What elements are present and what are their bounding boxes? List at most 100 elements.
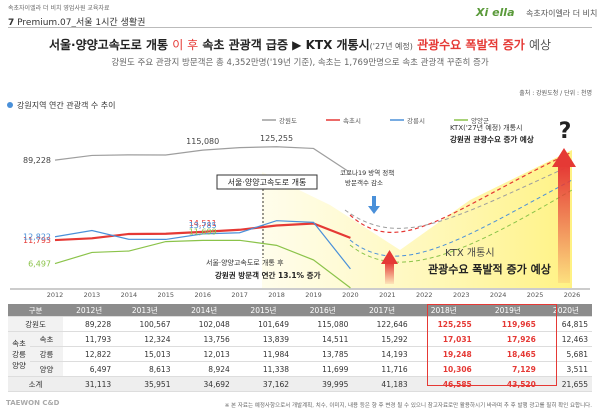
- hl: 서울·양양고속도로 개통: [48, 38, 169, 52]
- table-cell: 12,822: [63, 346, 116, 362]
- divider: [8, 27, 592, 28]
- data-label: 125,255: [260, 134, 293, 143]
- table-cell: 64,815: [539, 316, 592, 332]
- x-tick-label: 2016: [194, 291, 211, 299]
- legend-label: 속초시: [343, 117, 361, 125]
- arrow: [368, 196, 380, 214]
- table-cell: 122,646: [352, 316, 412, 332]
- table-cell: 101,649: [233, 316, 294, 332]
- table-cell: 12,324: [115, 331, 175, 347]
- table-cell: 2017년: [352, 304, 412, 317]
- hl: 이 후: [172, 38, 199, 52]
- subline: 강원도 주요 관광지 방문객은 총 4,352만명('19년 기준), 속초는 …: [111, 58, 489, 68]
- table-cell: 8,924: [174, 361, 234, 377]
- table-cell: 21,655: [539, 376, 592, 392]
- x-tick-label: 2022: [416, 291, 433, 299]
- section-title: Premium.07_서울 1시간 생활권: [17, 18, 146, 28]
- legend-label: 강릉시: [407, 116, 425, 125]
- series-line: [54, 239, 351, 289]
- arrow-head: [381, 250, 398, 264]
- table-cell: 6,497: [63, 361, 116, 377]
- annotation: KTX 개통시: [445, 247, 495, 259]
- table-cell: 100,567: [115, 316, 175, 332]
- table-cell: 31,113: [63, 376, 116, 392]
- projection: [344, 164, 573, 229]
- table-cell: 구분: [8, 304, 64, 317]
- annotation-box: [216, 174, 318, 190]
- section: 7 Premium.07_서울 1시간 생활권: [8, 15, 145, 28]
- x-tick-label: 2018: [268, 291, 285, 299]
- table-cell: 2015년: [233, 304, 294, 317]
- source: 출처 : 강원도청 / 단위 : 천명: [519, 90, 592, 97]
- table-cell: 17,926: [475, 331, 540, 347]
- table-cell: 속초 강릉 양양: [8, 331, 30, 377]
- hl: 예상: [528, 38, 552, 52]
- series-line: [54, 222, 351, 242]
- table-cell: 2020년: [539, 304, 592, 317]
- table-cell: 강릉: [30, 346, 64, 362]
- arrow-head: [552, 148, 576, 167]
- x-tick-label: 2014: [121, 291, 138, 299]
- data-label: 13,785: [189, 221, 217, 230]
- table-cell: 12,463: [539, 331, 592, 347]
- x-tick-label: 2017: [231, 291, 248, 299]
- x-tick-label: 2024: [490, 291, 507, 299]
- table-cell: 11,716: [352, 361, 412, 377]
- table-cell: 15,013: [115, 346, 175, 362]
- table-cell: 2019년: [475, 304, 540, 317]
- table-cell: 43,520: [475, 376, 540, 392]
- table-cell: 34,692: [174, 376, 234, 392]
- x-tick-label: 2015: [158, 291, 175, 299]
- x-tick-label: 2021: [379, 291, 396, 299]
- table-row: 소계 31,113 35,951 34,692 37,162 39,995 41,183 46…: [8, 376, 592, 392]
- table-cell: 11,699: [293, 361, 353, 377]
- table-cell: 11,984: [233, 346, 294, 362]
- table-cell: 14,193: [352, 346, 412, 362]
- x-tick-label: 2023: [453, 291, 470, 299]
- highlight-box: [427, 304, 557, 386]
- table-cell: 속초: [30, 331, 64, 347]
- projection: [349, 179, 573, 257]
- table-cell: 소계: [8, 376, 64, 392]
- annotation: 방문객수 감소: [345, 178, 383, 187]
- table-cell: 18,465: [475, 346, 540, 362]
- x-tick-label: 2013: [84, 291, 101, 299]
- logo: Xi ella: [476, 6, 515, 19]
- legend-label: 양양군: [471, 117, 489, 125]
- data-label: 11,699: [189, 227, 217, 236]
- data-label: 89,228: [23, 156, 51, 165]
- doc-label: 속초자이엘라 더 비치 영업사원 교육자료: [8, 5, 110, 12]
- highlight-area: [262, 150, 572, 288]
- table-cell: 2016년: [293, 304, 353, 317]
- annotation: 코로나19 방역 정책: [340, 168, 394, 177]
- table-row: 강원도 89,228 100,567 102,048 101,649 115,080 122…: [8, 316, 592, 332]
- arrow: [558, 165, 570, 283]
- table-cell: 14,511: [293, 331, 353, 347]
- table-cell: 3,511: [539, 361, 592, 377]
- data-label: 6,497: [28, 260, 51, 269]
- table-cell: 119,965: [475, 316, 540, 332]
- table-cell: 2014년: [174, 304, 234, 317]
- series-line: [54, 220, 351, 270]
- data-label: 115,080: [186, 137, 219, 146]
- hl: 관광수요 폭발적 증가: [417, 38, 525, 52]
- data-label: 14,511: [189, 219, 217, 228]
- annotation: 서울·양양고속도로 개통: [228, 177, 307, 187]
- table-cell: 2012년: [63, 304, 116, 317]
- table-cell: 13,756: [174, 331, 234, 347]
- table-cell: 12,013: [174, 346, 234, 362]
- table-cell: 2013년: [115, 304, 175, 317]
- table-cell: 39,995: [293, 376, 353, 392]
- annotation: 관광수요 폭발적 증가 예상: [428, 262, 551, 276]
- annotation: ?: [559, 119, 572, 144]
- annotation: 서울·양양고속도로 개통 후: [206, 258, 284, 267]
- bullet: [7, 102, 13, 108]
- table-row: 구분 2012년 2013년 2014년 2015년 2016년 2017년 2018년 201…: [8, 304, 592, 317]
- table-cell: 115,080: [293, 316, 353, 332]
- x-tick-label: 2020: [342, 291, 359, 299]
- table-cell: 11,338: [233, 361, 294, 377]
- x-tick-label: 2025: [527, 291, 544, 299]
- projection: [349, 151, 573, 233]
- chart: 강원지역 연간 관광객 수 추이 서울·양양고속도로 개통 코로나19 방역 정…: [7, 100, 590, 299]
